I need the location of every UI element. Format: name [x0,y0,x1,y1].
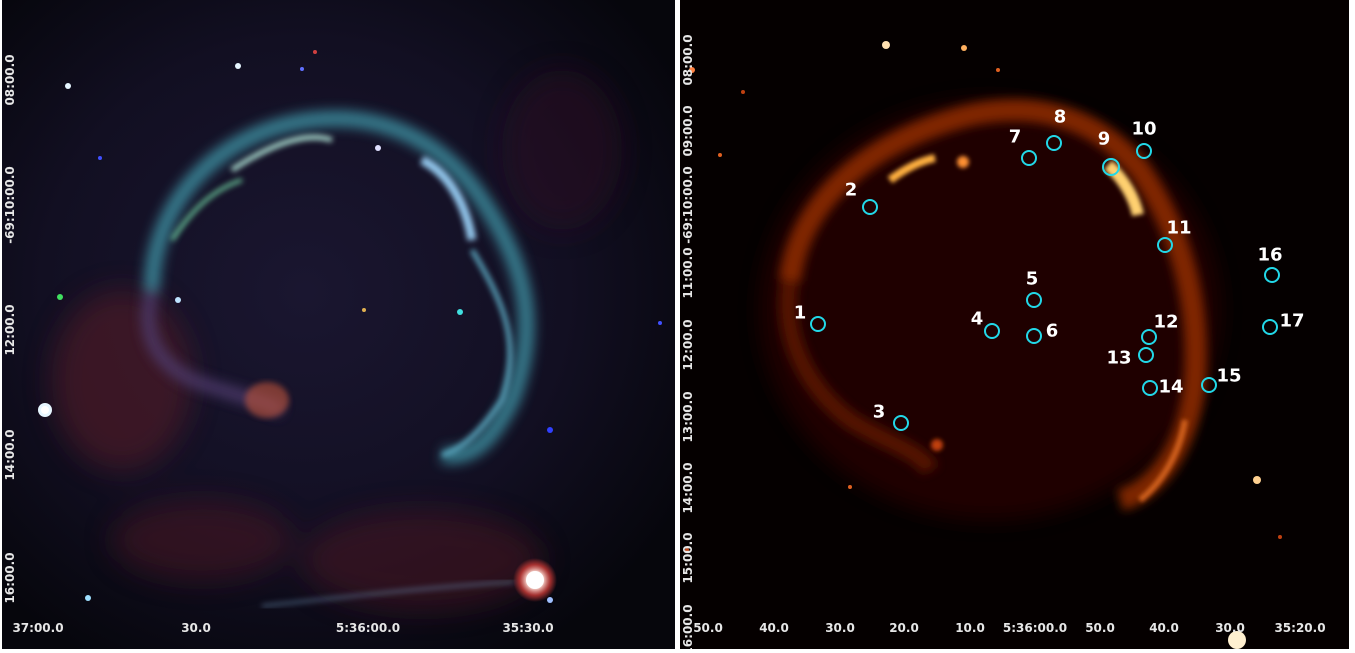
source-circle[interactable] [1142,380,1158,396]
source-label: 3 [872,401,886,423]
source-circle[interactable] [1136,143,1152,159]
source-circle[interactable] [1262,319,1278,335]
source-label: 13 [1106,347,1132,369]
source-circle[interactable] [1138,347,1154,363]
source-label: 4 [970,308,984,330]
source-label: 16 [1257,244,1283,266]
source-circle[interactable] [1102,158,1120,176]
source-label: 14 [1158,376,1184,398]
source-label: 9 [1097,128,1111,150]
source-circle[interactable] [984,323,1000,339]
composite-image-panel: 08:00.0 -69:10:00.0 12:00.0 14:00.0 16:0… [2,0,675,649]
source-circle[interactable] [1026,328,1042,344]
source-label: 17 [1279,310,1305,332]
source-label: 8 [1053,106,1067,128]
composite-image [2,0,675,649]
source-label: 6 [1045,320,1059,342]
xray-image [680,0,1349,649]
source-circle[interactable] [893,415,909,431]
source-label: 10 [1131,118,1157,140]
source-circle[interactable] [810,316,826,332]
source-label: 7 [1008,126,1022,148]
source-circle[interactable] [1141,329,1157,345]
source-circle[interactable] [1026,292,1042,308]
source-label: 5 [1025,268,1039,290]
source-circle[interactable] [1021,150,1037,166]
source-circle[interactable] [1201,377,1217,393]
source-label: 12 [1153,311,1179,333]
source-label: 15 [1216,365,1242,387]
source-label: 11 [1166,217,1192,239]
source-circle[interactable] [1157,237,1173,253]
source-circle[interactable] [862,199,878,215]
source-circle[interactable] [1264,267,1280,283]
xray-image-panel: 1 2 3 4 5 6 7 8 9 10 11 12 13 14 15 16 1 [680,0,1349,649]
source-circle[interactable] [1046,135,1062,151]
source-label: 1 [793,302,807,324]
source-label: 2 [844,179,858,201]
